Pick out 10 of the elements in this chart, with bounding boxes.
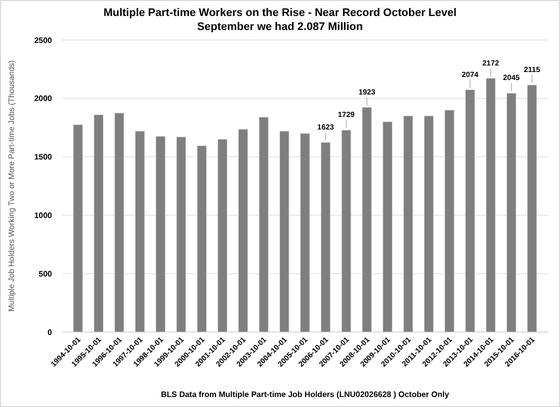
y-tick-label: 0: [48, 328, 53, 337]
y-tick-label: 1500: [34, 152, 53, 162]
y-tick-label: 1000: [34, 211, 53, 220]
y-tick-label: 2000: [34, 94, 53, 104]
chart-title: Multiple Part-time Workers on the Rise - Near Record October Level: [103, 7, 457, 19]
y-axis-title: Multiple Job Holders Working Two or More Part-time Jobs (Thousands): [7, 60, 16, 312]
y-tick-label: 500: [38, 269, 53, 278]
chart-subtitle: September we had 2.087 Million: [197, 21, 364, 33]
y-tick-label: 2500: [34, 36, 53, 45]
text: BLS Data from Multiple Part-time Job Holders (LNU02026628 ) October Only: [160, 390, 450, 399]
